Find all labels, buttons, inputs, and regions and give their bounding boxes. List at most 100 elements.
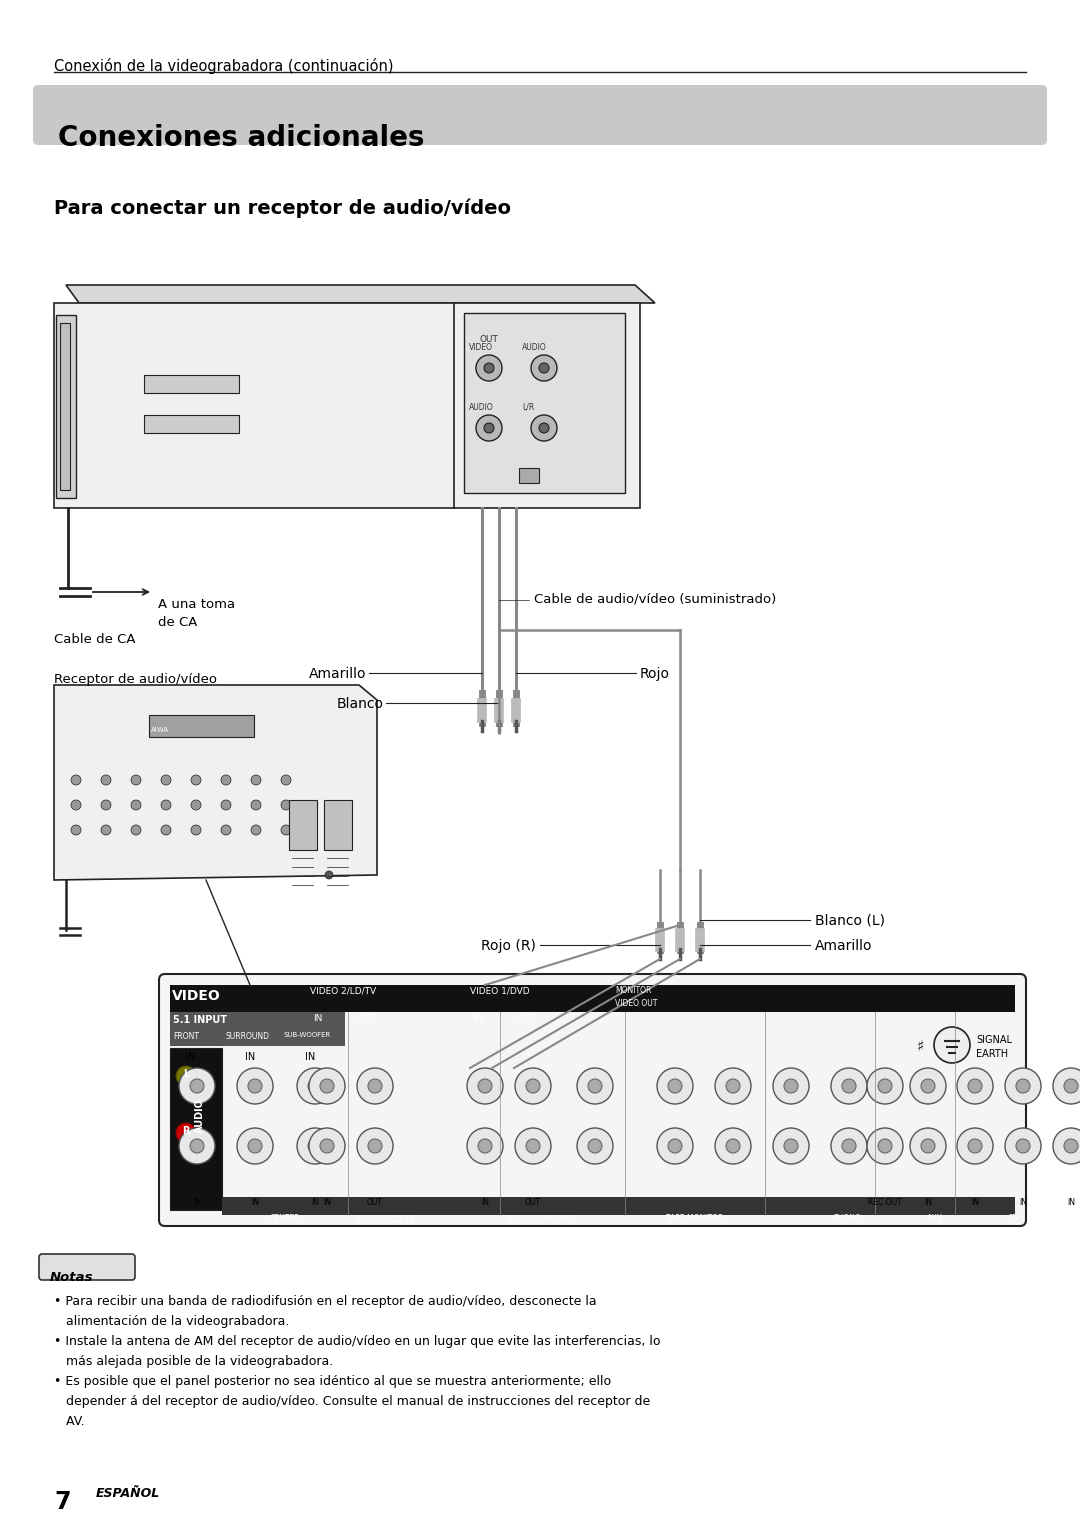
Text: VIDEO OUT: VIDEO OUT — [615, 999, 658, 1008]
Circle shape — [131, 801, 141, 810]
Circle shape — [221, 801, 231, 810]
Text: IN: IN — [1020, 1198, 1027, 1207]
Text: IN: IN — [924, 1198, 932, 1207]
Text: Conexiones adicionales: Conexiones adicionales — [58, 124, 424, 151]
Circle shape — [281, 825, 291, 834]
Circle shape — [1064, 1138, 1078, 1154]
Circle shape — [357, 1068, 393, 1105]
Text: Cable de CA: Cable de CA — [54, 633, 135, 646]
Circle shape — [577, 1068, 613, 1105]
Text: • Para recibir una banda de radiodifusión en el receptor de audio/vídeo, descone: • Para recibir una banda de radiodifusió… — [54, 1296, 596, 1308]
Circle shape — [1005, 1068, 1041, 1105]
Text: Rojo: Rojo — [640, 668, 670, 681]
Circle shape — [526, 1138, 540, 1154]
Text: • Es posible que el panel posterior no sea idéntico al que se muestra anteriorme: • Es posible que el panel posterior no s… — [54, 1375, 611, 1387]
Bar — [144, 416, 239, 432]
Circle shape — [831, 1128, 867, 1164]
Circle shape — [484, 423, 494, 432]
Circle shape — [308, 1079, 322, 1093]
Text: OUT: OUT — [517, 1015, 536, 1024]
Text: Amarillo: Amarillo — [309, 668, 366, 681]
Circle shape — [131, 825, 141, 834]
Text: ESPAÑOL: ESPAÑOL — [96, 1487, 160, 1500]
Circle shape — [878, 1138, 892, 1154]
Text: OUT: OUT — [357, 1015, 376, 1024]
Circle shape — [102, 801, 111, 810]
Circle shape — [251, 825, 261, 834]
Circle shape — [968, 1138, 982, 1154]
Circle shape — [773, 1068, 809, 1105]
Circle shape — [715, 1068, 751, 1105]
Circle shape — [831, 1068, 867, 1105]
Bar — [324, 801, 352, 850]
Circle shape — [715, 1128, 751, 1164]
Circle shape — [934, 1027, 970, 1063]
Text: IN: IN — [251, 1198, 259, 1207]
Circle shape — [251, 775, 261, 785]
Circle shape — [191, 825, 201, 834]
Text: 5.1 INPUT: 5.1 INPUT — [173, 1015, 227, 1025]
Bar — [222, 1196, 1015, 1215]
Text: AV.: AV. — [54, 1415, 84, 1429]
Circle shape — [657, 1128, 693, 1164]
Circle shape — [478, 1079, 492, 1093]
Bar — [60, 322, 70, 490]
Circle shape — [176, 1123, 195, 1143]
Circle shape — [308, 1138, 322, 1154]
Circle shape — [867, 1128, 903, 1164]
FancyBboxPatch shape — [39, 1254, 135, 1280]
Circle shape — [191, 775, 201, 785]
Text: Notas: Notas — [50, 1271, 94, 1284]
Circle shape — [531, 416, 557, 442]
Text: L: L — [183, 1070, 189, 1079]
Circle shape — [539, 423, 549, 432]
Text: SUB-WOOFER: SUB-WOOFER — [283, 1031, 330, 1038]
Text: VIDEO: VIDEO — [469, 342, 492, 351]
Circle shape — [968, 1079, 982, 1093]
Circle shape — [910, 1068, 946, 1105]
Circle shape — [248, 1138, 262, 1154]
Circle shape — [1053, 1128, 1080, 1164]
Text: A una toma: A una toma — [158, 597, 235, 611]
Circle shape — [515, 1068, 551, 1105]
Circle shape — [726, 1138, 740, 1154]
Text: IN: IN — [311, 1198, 319, 1207]
Text: IN: IN — [481, 1198, 489, 1207]
Circle shape — [179, 1128, 215, 1164]
Text: MONITOR: MONITOR — [615, 986, 651, 995]
Circle shape — [515, 1128, 551, 1164]
Text: EARTH: EARTH — [976, 1050, 1008, 1059]
Text: AUDIO 2/LD TV: AUDIO 2/LD TV — [356, 1215, 414, 1222]
Text: Conexión de la videograbadora (continuación): Conexión de la videograbadora (continuac… — [54, 58, 393, 73]
Circle shape — [161, 825, 171, 834]
Circle shape — [320, 1079, 334, 1093]
Circle shape — [577, 1128, 613, 1164]
Circle shape — [957, 1128, 993, 1164]
Circle shape — [297, 1068, 333, 1105]
Circle shape — [1064, 1079, 1078, 1093]
Circle shape — [190, 1079, 204, 1093]
Circle shape — [910, 1128, 946, 1164]
Text: 7: 7 — [54, 1490, 70, 1514]
Text: OUT: OUT — [480, 335, 498, 344]
Circle shape — [588, 1079, 602, 1093]
FancyBboxPatch shape — [33, 86, 1047, 145]
Text: PHONO: PHONO — [833, 1215, 861, 1222]
Circle shape — [476, 416, 502, 442]
Text: alimentación de la videograbadora.: alimentación de la videograbadora. — [54, 1316, 289, 1328]
Circle shape — [131, 775, 141, 785]
Circle shape — [842, 1138, 856, 1154]
Circle shape — [102, 825, 111, 834]
Circle shape — [669, 1079, 681, 1093]
Circle shape — [161, 801, 171, 810]
Text: SURROUND: SURROUND — [225, 1031, 269, 1041]
Bar — [56, 315, 76, 498]
Text: CD: CD — [1008, 1215, 1018, 1222]
Polygon shape — [66, 286, 654, 303]
Circle shape — [921, 1079, 935, 1093]
Circle shape — [921, 1138, 935, 1154]
Bar — [170, 986, 1015, 1012]
Text: más alejada posible de la videograbadora.: más alejada posible de la videograbadora… — [54, 1355, 334, 1368]
Circle shape — [484, 364, 494, 373]
Circle shape — [467, 1128, 503, 1164]
